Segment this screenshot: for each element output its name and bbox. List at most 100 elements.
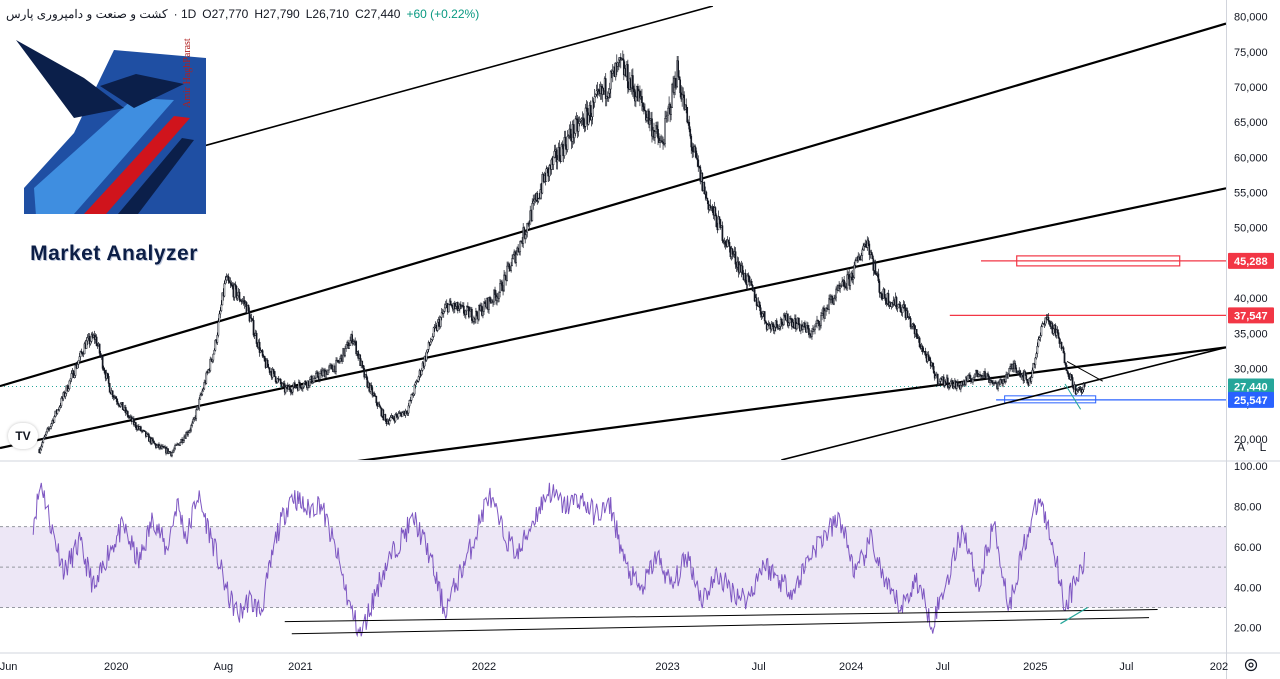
candle-body: [1063, 352, 1066, 364]
candle-body: [89, 341, 92, 345]
candle-body: [695, 150, 698, 159]
price-axis[interactable]: 80,000 75,000 70,000 65,000 60,000 55,000 50,0…: [1226, 0, 1275, 679]
candle-body: [206, 372, 209, 374]
candle-body: [804, 322, 806, 328]
candle-body: [747, 274, 750, 278]
candle-body: [405, 410, 408, 414]
candle-body: [569, 128, 572, 139]
candle-body: [469, 310, 471, 318]
log-scale-button[interactable]: L: [1259, 440, 1267, 454]
candle-body: [561, 144, 564, 148]
candle-body: [834, 296, 836, 299]
candle-body: [821, 313, 823, 316]
candle-body: [362, 365, 365, 369]
price-label-text: 45,288: [1234, 256, 1268, 268]
candle-body: [187, 432, 190, 435]
candle-body: [632, 75, 634, 90]
candle-body: [683, 94, 686, 110]
price-tick-label: 30,000: [1234, 363, 1268, 375]
candle-body: [66, 385, 69, 392]
candle-body: [948, 385, 951, 388]
candle-body: [205, 372, 208, 384]
candle-body: [471, 308, 473, 321]
candle-body: [203, 382, 206, 390]
candle-body: [67, 388, 70, 392]
candle-body: [541, 174, 544, 194]
candle-body: [212, 353, 215, 361]
tradingview-logo-icon[interactable]: TV: [8, 423, 38, 449]
candle-body: [662, 141, 664, 144]
candle-body: [279, 379, 282, 385]
auto-scale-button[interactable]: A: [1236, 440, 1245, 454]
candle-body: [771, 323, 774, 326]
candle-body: [174, 444, 176, 450]
candle-body: [987, 373, 989, 377]
candle-body: [1083, 383, 1086, 387]
candle-body: [734, 251, 737, 265]
candle-body: [841, 281, 844, 287]
candle-body: [1019, 370, 1022, 378]
settings-gear-icon[interactable]: [1243, 657, 1259, 673]
candle-body: [883, 288, 886, 299]
candle-body: [840, 285, 842, 288]
rsi-pane[interactable]: [0, 482, 1226, 638]
candle-body: [268, 367, 271, 373]
candle-body: [1020, 374, 1023, 378]
time-axis[interactable]: Jun 2020 Aug 2021 2022 2023 Jul 2024 Jul 2025 Jul 2…: [0, 460, 1280, 673]
candle-body: [701, 172, 704, 191]
candle-body: [371, 387, 374, 396]
candle-body: [879, 292, 882, 294]
price-pane[interactable]: [0, 6, 1226, 508]
candle-body: [915, 328, 918, 338]
candle-body: [643, 106, 645, 111]
candle-body: [563, 137, 566, 157]
candle-body: [988, 376, 990, 383]
candle-body: [1014, 363, 1017, 369]
candle-body: [947, 386, 950, 388]
candle-body: [937, 383, 940, 385]
candle-body: [141, 430, 143, 432]
candle-body: [103, 369, 106, 374]
candle-body: [750, 281, 753, 286]
candle-body: [828, 298, 830, 310]
time-tick-label: Jul: [752, 661, 766, 673]
candle-body: [1062, 347, 1065, 354]
candle-body: [209, 358, 212, 372]
candle-body: [493, 289, 495, 303]
candle-body: [443, 307, 446, 312]
candle-body: [538, 197, 541, 200]
candle-body: [825, 307, 827, 312]
candle-body: [447, 304, 450, 313]
candle-body: [572, 124, 575, 139]
candle-body: [449, 300, 452, 306]
candle-body: [384, 414, 387, 420]
interval-label[interactable]: · 1D: [173, 7, 197, 21]
candle-body: [39, 448, 42, 453]
candle-body: [746, 274, 749, 286]
candle-body: [706, 197, 709, 202]
candle-body: [898, 303, 901, 306]
candle-body: [484, 301, 486, 304]
candle-body: [802, 326, 804, 330]
candle-body: [430, 339, 433, 343]
candle-body: [901, 307, 904, 313]
candle-body: [70, 373, 73, 380]
candle-body: [899, 304, 902, 312]
candle-body: [1078, 387, 1081, 390]
rsi-axis[interactable]: 100.00 80.00 60.00 40.00 20.00: [1234, 461, 1268, 635]
candle-body: [1060, 341, 1063, 350]
candle-body: [719, 219, 722, 228]
candle-body: [969, 374, 971, 379]
candle-body: [831, 295, 833, 301]
eagle-emblem-icon: [16, 40, 206, 220]
candle-body: [144, 430, 146, 432]
candle-body: [247, 305, 250, 312]
candle-body: [183, 436, 185, 442]
candle-body: [494, 289, 496, 296]
candle-body: [425, 351, 428, 361]
symbol-name[interactable]: کشت و صنعت و دامپروری پارس: [6, 7, 168, 21]
candle-body: [553, 150, 556, 158]
close-value: C27,440: [355, 7, 401, 21]
price-tick-label: 75,000: [1234, 47, 1268, 59]
